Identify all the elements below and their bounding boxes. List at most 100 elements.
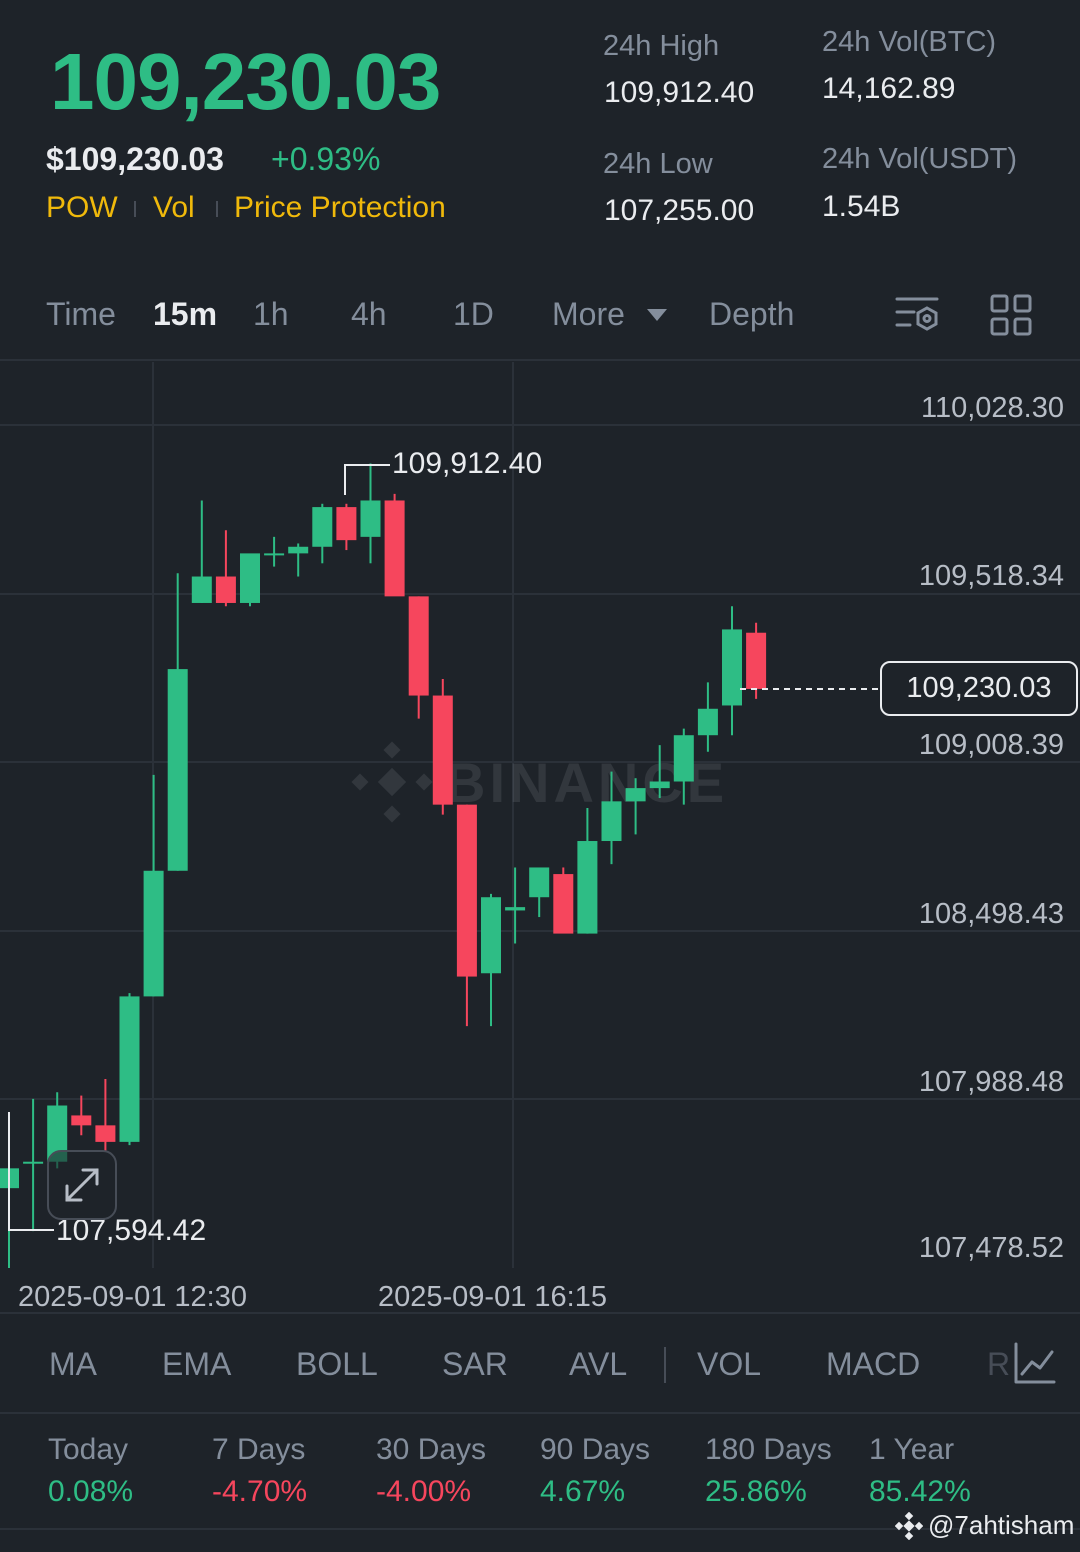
- indicator-boll[interactable]: BOLL: [296, 1346, 378, 1382]
- indicator-separator: [664, 1347, 666, 1383]
- y-axis-label: 109,008.39: [918, 729, 1064, 761]
- tag-vol[interactable]: Vol: [153, 191, 195, 224]
- candle-up: [143, 870, 164, 997]
- indicator-ma[interactable]: MA: [49, 1346, 97, 1382]
- y-axis-label: 107,478.52: [918, 1232, 1064, 1264]
- expand-icon: [65, 1168, 99, 1202]
- candlestick-chart[interactable]: BINANCE 110,028.30 109,518.34 109,008.39…: [0, 362, 1080, 1341]
- candle-down: [553, 874, 574, 934]
- divider: [0, 1312, 1080, 1314]
- divider: [0, 359, 1080, 361]
- y-axis-label: 107,988.48: [918, 1066, 1064, 1098]
- y-axis-label: 110,028.30: [921, 392, 1064, 424]
- candle-down: [215, 576, 236, 603]
- indicator-vol[interactable]: VOL: [697, 1346, 762, 1382]
- perf-value-180d: 25.86%: [705, 1475, 807, 1508]
- candle-down: [408, 596, 429, 696]
- candle-up: [697, 708, 718, 736]
- candle-up: [167, 669, 188, 871]
- chart-canvas[interactable]: BINANCE: [0, 362, 1080, 1341]
- y-axis-label: 108,498.43: [918, 898, 1064, 930]
- watermark-handle: @7ahtisham: [928, 1510, 1075, 1540]
- candle-down: [456, 804, 477, 977]
- candle-down: [432, 695, 453, 805]
- divider: [0, 1412, 1080, 1414]
- divider: [0, 1528, 1080, 1530]
- tab-time[interactable]: Time: [46, 296, 116, 332]
- grid-layout-icon[interactable]: [990, 294, 1032, 336]
- candle-up: [119, 996, 140, 1142]
- tag-pow[interactable]: POW: [46, 191, 118, 224]
- indicator-chart-icon[interactable]: [1012, 1340, 1058, 1386]
- change-percent: +0.93%: [271, 141, 381, 177]
- candle-down: [95, 1125, 116, 1142]
- vol-btc-value: 14,162.89: [822, 72, 956, 105]
- binance-watermark: BINANCE: [351, 741, 724, 823]
- y-axis-label: 109,518.34: [918, 560, 1064, 592]
- tag-separator: [216, 201, 218, 217]
- indicator-sar[interactable]: SAR: [442, 1346, 508, 1382]
- chart-settings-icon[interactable]: [894, 294, 940, 336]
- candle-up: [312, 507, 333, 547]
- perf-value-1y: 85.42%: [869, 1475, 971, 1508]
- tab-depth[interactable]: Depth: [709, 296, 795, 332]
- low-label: 24h Low: [603, 148, 713, 180]
- candle-down: [336, 507, 357, 541]
- x-axis-label: 2025-09-01 12:30: [18, 1281, 247, 1313]
- candle-up: [481, 897, 501, 974]
- candle-up: [288, 546, 309, 554]
- binance-logo-icon: [895, 1512, 923, 1540]
- candle-up: [23, 1161, 44, 1164]
- candle-up: [529, 867, 550, 898]
- vol-btc-label: 24h Vol(BTC): [822, 26, 997, 58]
- perf-label-1y: 1 Year: [869, 1433, 955, 1466]
- candle-down: [71, 1115, 92, 1126]
- perf-label-90d: 90 Days: [540, 1433, 651, 1466]
- candle-up: [240, 553, 260, 603]
- candle-up: [601, 801, 622, 842]
- high-label: 24h High: [603, 30, 720, 62]
- high-marker-label: 109,912.40: [392, 447, 543, 480]
- last-price-tag[interactable]: 109,230.03: [880, 661, 1078, 716]
- perf-value-90d: 4.67%: [540, 1475, 626, 1508]
- candle-down: [384, 500, 405, 597]
- perf-label-7d: 7 Days: [212, 1433, 306, 1466]
- indicator-r[interactable]: R: [987, 1346, 1011, 1382]
- candle-up: [47, 1105, 68, 1162]
- indicator-macd[interactable]: MACD: [826, 1346, 921, 1382]
- perf-label-30d: 30 Days: [376, 1433, 487, 1466]
- indicator-avl[interactable]: AVL: [569, 1346, 628, 1382]
- tag-price-protection[interactable]: Price Protection: [234, 191, 446, 224]
- indicator-ema[interactable]: EMA: [162, 1346, 232, 1382]
- tab-1d[interactable]: 1D: [453, 296, 494, 332]
- candle-down: [746, 632, 767, 689]
- tab-1h[interactable]: 1h: [253, 296, 289, 332]
- tab-4h[interactable]: 4h: [351, 296, 387, 332]
- perf-value-7d: -4.70%: [212, 1475, 308, 1508]
- candle-up: [649, 781, 670, 789]
- perf-label-today: Today: [48, 1433, 129, 1466]
- candle-up: [264, 553, 285, 556]
- caret-down-icon[interactable]: [647, 309, 667, 321]
- x-axis-label: 2025-09-01 16:15: [378, 1281, 607, 1313]
- vol-usdt-label: 24h Vol(USDT): [822, 143, 1018, 175]
- candle-up: [191, 576, 212, 603]
- candle-up: [673, 735, 694, 782]
- vol-usdt-value: 1.54B: [822, 190, 901, 223]
- tag-separator: [134, 201, 136, 217]
- tab-15m[interactable]: 15m: [153, 296, 218, 332]
- last-price: 109,230.03: [50, 37, 441, 126]
- candle-up: [722, 629, 742, 706]
- expand-button[interactable]: [47, 1150, 117, 1220]
- candle-up: [577, 841, 598, 934]
- high-value: 109,912.40: [604, 76, 755, 109]
- low-value: 107,255.00: [604, 194, 755, 227]
- candle-up: [360, 500, 381, 537]
- perf-value-30d: -4.00%: [376, 1475, 472, 1508]
- candle-up: [625, 788, 646, 802]
- usd-price: $109,230.03: [46, 141, 224, 177]
- perf-value-today: 0.08%: [48, 1475, 134, 1508]
- marker-lines: [8, 464, 880, 1231]
- tab-more[interactable]: More: [552, 296, 625, 332]
- perf-label-180d: 180 Days: [705, 1433, 832, 1466]
